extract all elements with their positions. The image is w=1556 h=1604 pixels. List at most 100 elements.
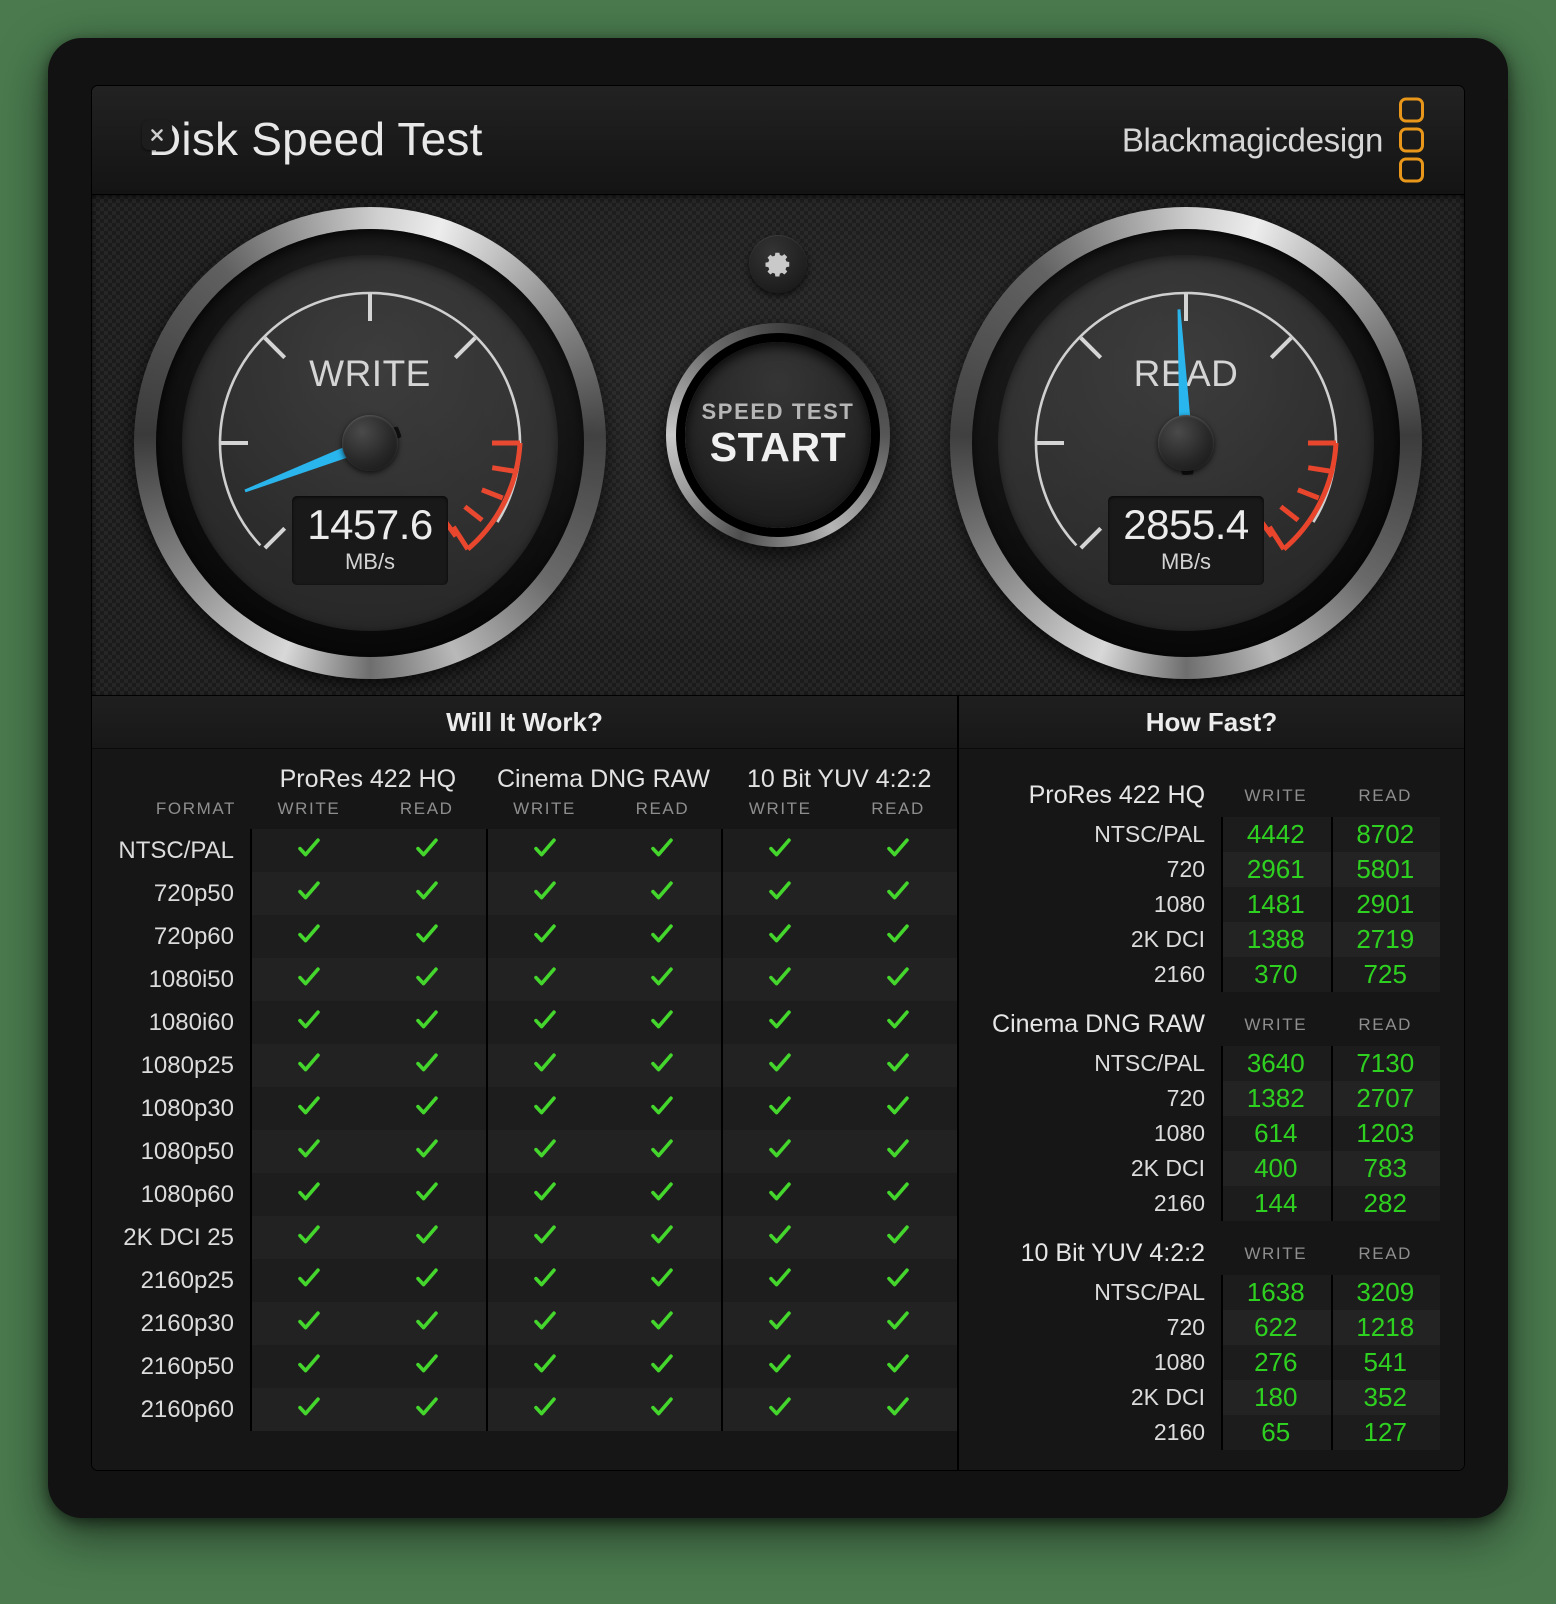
check-icon [651,1311,674,1330]
support-cell [250,915,368,958]
support-cell [367,1259,486,1302]
support-cell [367,1345,486,1388]
check-icon [651,924,674,943]
how-fast-write-value: 144 [1221,1186,1331,1221]
how-fast-write-header: WRITE [1244,1014,1308,1034]
how-fast-read-value: 3209 [1330,1275,1440,1310]
check-icon [887,1053,909,1072]
check-icon [769,838,792,857]
gear-icon [765,252,790,277]
support-cell [721,872,840,915]
support-cell [839,1173,957,1216]
check-icon [769,1311,792,1330]
brand-mark-2 [1399,127,1424,153]
gauge-panel: WRITE 1457.6 MB/s [92,195,1464,696]
table-row: 720 1382 2707 [975,1081,1440,1116]
check-icon [769,924,792,943]
format-label: 2K DCI 25 [123,1223,234,1251]
check-icon [415,1096,438,1115]
close-button[interactable] [142,120,172,150]
how-fast-read-value: 7130 [1330,1046,1440,1081]
support-cell [603,1130,722,1173]
settings-button[interactable] [749,235,807,293]
how-fast-write-value: 2961 [1221,852,1331,887]
support-cell [603,958,722,1001]
support-cell [721,1087,840,1130]
read-gauge: READ 2855.4 MB/s [950,207,1422,679]
check-icon [415,1010,438,1029]
check-icon [533,881,556,900]
read-gauge-face: READ 2855.4 MB/s [998,255,1374,631]
support-cell [367,1216,486,1259]
support-cell [485,1388,604,1431]
check-icon [651,967,674,986]
table-row: 1080 614 1203 [975,1116,1440,1151]
check-icon [298,1096,320,1115]
how-fast-group-header: Cinema DNG RAW WRITE READ [975,992,1440,1046]
check-icon [298,924,320,943]
how-fast-read-value: 2707 [1330,1081,1440,1116]
check-icon [415,1182,438,1201]
support-cell [721,829,840,872]
start-button-inner: SPEED TEST START [685,342,871,528]
brand-mark-1 [1399,97,1424,123]
support-cell [603,1087,722,1130]
check-icon [769,881,792,900]
support-cell [839,1044,957,1087]
support-cell [485,829,604,872]
support-cell [839,1302,957,1345]
check-icon [298,1053,320,1072]
support-cell [250,829,368,872]
check-icon [769,1053,792,1072]
read-gauge-scale [1034,291,1339,595]
how-fast-read-value: 127 [1330,1415,1440,1450]
how-fast-read-header: READ [1358,1014,1413,1034]
group-title-yuv: 10 Bit YUV 4:2:2 [746,765,932,793]
support-cell [839,1216,957,1259]
support-cell [603,1001,722,1044]
how-fast-read-value: 783 [1330,1151,1440,1186]
check-icon [533,967,556,986]
check-icon [298,1354,320,1373]
how-fast-group-title: Cinema DNG RAW [992,1010,1206,1038]
check-icon [298,1182,320,1201]
support-cell [839,1345,957,1388]
write-gauge-face: WRITE 1457.6 MB/s [182,255,558,631]
check-icon [298,1225,320,1244]
check-icon [298,1010,320,1029]
how-fast-tbody: ProRes 422 HQ WRITE READ NTSC/PAL 4442 8702 72… [975,763,1440,1450]
how-fast-row-label: 2160 [1153,1419,1206,1445]
table-row: 2K DCI 1388 2719 [975,922,1440,957]
format-label: 1080p25 [140,1051,234,1079]
check-icon [533,1139,556,1158]
support-cell [603,1345,722,1388]
speed-test-start-button[interactable]: SPEED TEST START [666,323,890,547]
write-gauge: WRITE 1457.6 MB/s [134,207,606,679]
check-icon [887,1010,909,1029]
subhead-yuv-write: WRITE [748,799,812,818]
how-fast-table: ProRes 422 HQ WRITE READ NTSC/PAL 4442 8702 72… [975,763,1440,1450]
check-icon [651,1397,674,1416]
close-icon [151,129,163,141]
support-cell [485,872,604,915]
subhead-yuv-read: READ [871,799,925,818]
format-column-header: FORMAT [155,799,236,818]
support-cell [367,1087,486,1130]
how-fast-write-value: 276 [1221,1345,1331,1380]
how-fast-read-value: 1218 [1330,1310,1440,1345]
format-label: NTSC/PAL [118,836,234,864]
how-fast-write-value: 1382 [1221,1081,1331,1116]
how-fast-content: ProRes 422 HQ WRITE READ NTSC/PAL 4442 8702 72… [959,749,1464,1450]
how-fast-write-value: 4442 [1221,817,1331,852]
check-icon [298,967,320,986]
format-label: 1080i60 [148,1008,234,1036]
support-cell [721,1302,840,1345]
write-gauge-label: WRITE [309,352,431,394]
how-fast-header: How Fast? [959,696,1464,749]
check-icon [887,967,909,986]
table-row: 2160p25 [92,1259,957,1302]
table-row: 1080p30 [92,1087,957,1130]
check-icon [533,1053,556,1072]
check-icon [533,1311,556,1330]
check-icon [769,1397,792,1416]
